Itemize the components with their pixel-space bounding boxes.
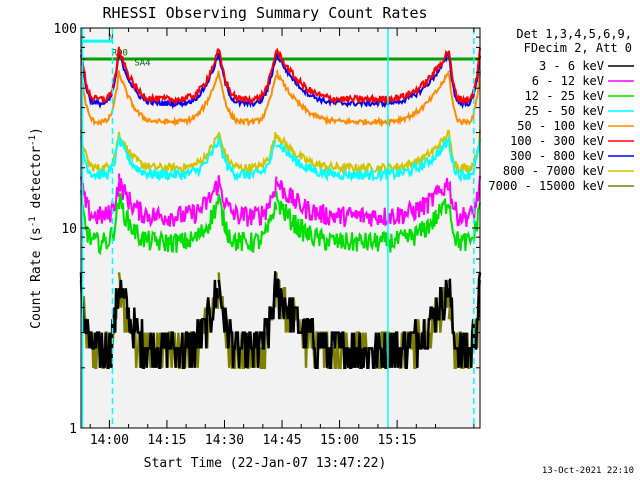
series-path bbox=[118, 132, 220, 174]
series-path bbox=[118, 134, 220, 182]
x-tick-label: 14:00 bbox=[90, 433, 129, 448]
series-path bbox=[217, 193, 278, 254]
series-path bbox=[80, 189, 120, 256]
series-path bbox=[118, 47, 220, 106]
series-path bbox=[118, 173, 220, 228]
series-path bbox=[448, 175, 481, 227]
series-path bbox=[118, 52, 220, 110]
y-axis-label-part: ) bbox=[29, 127, 44, 135]
series-path bbox=[447, 136, 481, 183]
legend-header-line: FDecim 2, Att 0 bbox=[524, 41, 632, 55]
legend-label: 100 - 300 keV bbox=[510, 134, 604, 148]
series-path bbox=[118, 192, 220, 253]
x-axis-label: Start Time (22-Jan-07 13:47:22) bbox=[144, 456, 387, 471]
y-axis-label: Count Rate (s-1 detector-1) bbox=[28, 127, 44, 329]
legend-label: 12 - 25 keV bbox=[525, 89, 604, 103]
legend-label: 50 - 100 keV bbox=[517, 119, 604, 133]
series-path bbox=[447, 202, 481, 251]
legend-header-line: Det 1,3,4,5,6,9, bbox=[516, 27, 632, 41]
series-12-25kev bbox=[80, 189, 481, 256]
series-path bbox=[275, 191, 450, 253]
series-path bbox=[275, 177, 450, 228]
chart-title: RHESSI Observing Summary Count Rates bbox=[102, 4, 427, 22]
y-axis-label-sup: -1 bbox=[28, 216, 38, 227]
y-axis-label-sup: -1 bbox=[28, 135, 38, 146]
legend-label: 7000 - 15000 keV bbox=[488, 179, 604, 193]
series-100-300kev bbox=[80, 46, 481, 106]
series-path bbox=[448, 272, 482, 368]
legend-label: 25 - 50 keV bbox=[525, 104, 604, 118]
series-path bbox=[447, 47, 481, 106]
x-tick-label: 15:00 bbox=[320, 433, 359, 448]
series-path bbox=[275, 137, 450, 183]
series-path bbox=[80, 46, 120, 105]
y-axis-label-part: detector bbox=[29, 146, 44, 217]
series-path bbox=[217, 138, 277, 182]
series-path bbox=[80, 136, 120, 182]
y-tick-label: 10 bbox=[61, 222, 77, 237]
y-tick-label: 100 bbox=[54, 22, 77, 37]
series-path bbox=[275, 278, 451, 370]
series-path bbox=[217, 174, 278, 227]
series-6-12kev bbox=[80, 173, 481, 228]
series-path bbox=[118, 70, 220, 127]
y-axis-ticks: 1 10 100 bbox=[54, 22, 480, 437]
x-tick-label: 14:30 bbox=[205, 433, 244, 448]
x-tick-label: 14:45 bbox=[262, 433, 301, 448]
series-path bbox=[275, 47, 450, 106]
series-path bbox=[217, 72, 278, 127]
y-tick-label: 1 bbox=[69, 422, 77, 437]
series-path bbox=[217, 271, 277, 368]
flag-label: SA4 bbox=[134, 58, 150, 68]
legend-label: 800 - 7000 keV bbox=[503, 164, 604, 178]
x-tick-label: 15:15 bbox=[378, 433, 417, 448]
series-path bbox=[217, 49, 278, 104]
footer-date: 13-Oct-2021 22:10 bbox=[542, 466, 634, 476]
legend-label: 300 - 800 keV bbox=[510, 149, 604, 163]
series-path bbox=[275, 129, 450, 176]
series-path bbox=[275, 68, 450, 128]
y-axis-label-part: Count Rate (s bbox=[29, 227, 44, 329]
series-path bbox=[217, 53, 278, 109]
x-tick-label: 14:15 bbox=[147, 433, 186, 448]
flag-label: N bbox=[108, 33, 113, 43]
series-path bbox=[118, 279, 220, 370]
legend-label: 6 - 12 keV bbox=[532, 74, 604, 88]
series-25-50kev bbox=[80, 134, 481, 183]
legend-label: 3 - 6 keV bbox=[539, 59, 604, 73]
x-axis-ticks: 14:00 14:15 14:30 14:45 15:00 15:15 bbox=[89, 28, 475, 448]
series-path bbox=[447, 71, 481, 126]
